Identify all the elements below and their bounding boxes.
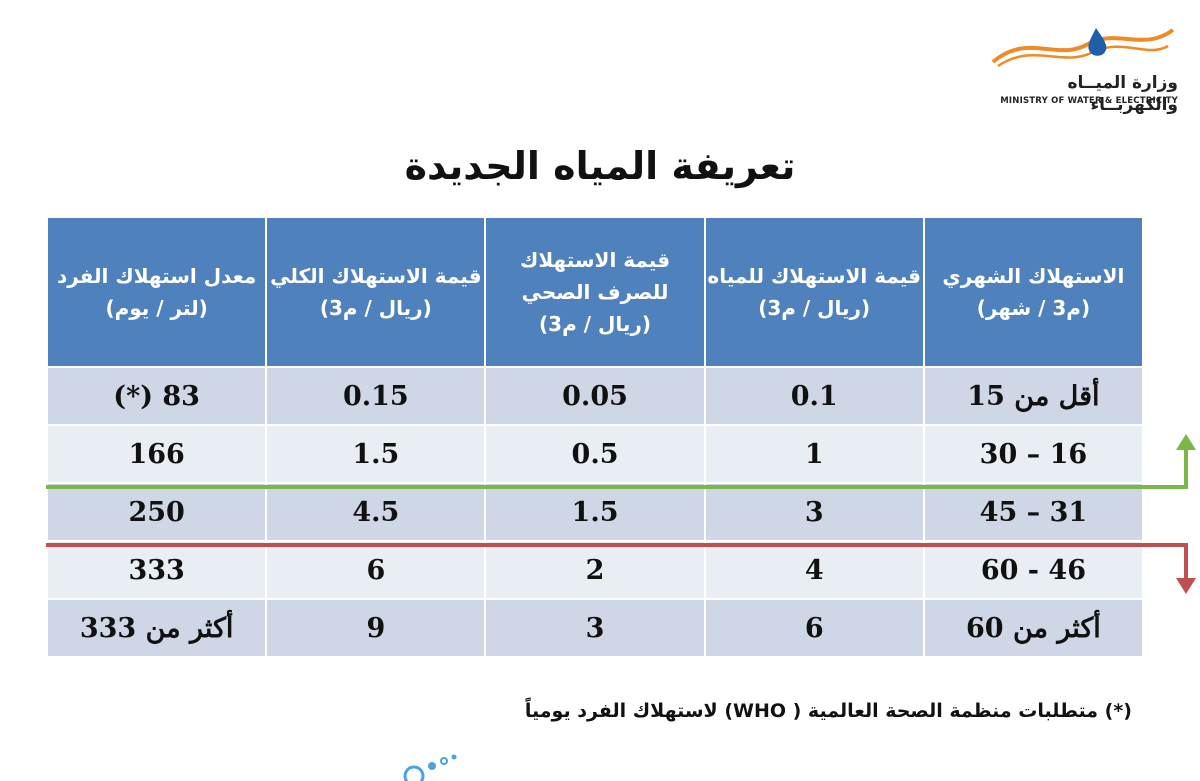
cell-per-capita: 166 (45, 424, 268, 484)
water-bubbles-icon (403, 754, 457, 781)
cell-consumption-range: أقل من 15 (922, 366, 1145, 426)
cell-consumption-range: أكثر من 60 (922, 598, 1145, 658)
water-drop-wave-icon (991, 28, 1175, 68)
header-total-charge: قيمة الاستهلاك الكلي (ريال / م3) (265, 216, 487, 368)
cell-per-capita: 250 (45, 482, 268, 542)
cell-per-capita: 333 (45, 540, 268, 600)
logo-english-name: MINISTRY OF WATER & ELECTRICITY (1000, 96, 1178, 106)
header-label: قيمة الاستهلاك الكلي (270, 264, 482, 288)
cell-water-charge: 6 (703, 598, 925, 658)
cell-sewage-charge: 0.5 (484, 424, 706, 484)
arrow-down-icon (1176, 578, 1196, 594)
cell-consumption-range: 31 – 45 (922, 482, 1145, 542)
header-sewage-charge: قيمة الاستهلاك للصرف الصحي (ريال / م3) (484, 216, 706, 368)
arrow-up-icon (1176, 434, 1196, 450)
cell-total-charge: 4.5 (265, 482, 487, 542)
who-footnote: (*) متطلبات منظمة الصحة العالمية ( WHO) … (524, 700, 1132, 722)
cell-sewage-charge: 3 (484, 598, 706, 658)
table-row: 16 – 30 1 0.5 1.5 166 (45, 424, 1145, 484)
header-unit: (لتر / يوم) (105, 296, 208, 320)
cell-per-capita: 83 (*) (45, 366, 268, 426)
header-water-charge: قيمة الاستهلاك للمياه (ريال / م3) (703, 216, 925, 368)
header-label: قيمة الاستهلاك للمياه (707, 264, 922, 288)
page-title: تعريفة المياه الجديدة (404, 144, 796, 188)
header-monthly-consumption: الاستهلاك الشهري (م3 / شهر) (922, 216, 1145, 368)
table-row: أقل من 15 0.1 0.05 0.15 83 (*) (45, 366, 1145, 426)
table-row: 46 - 60 4 2 6 333 (45, 540, 1145, 600)
logo-arabic-name: وزارة الميــاه والكهربــاء (1067, 73, 1178, 115)
cell-consumption-range: 16 – 30 (922, 424, 1145, 484)
header-label: معدل استهلاك الفرد (56, 264, 257, 288)
cell-total-charge: 9 (265, 598, 487, 658)
table-row: أكثر من 60 6 3 9 أكثر من 333 (45, 598, 1145, 658)
table-row: 31 – 45 3 1.5 4.5 250 (45, 482, 1145, 542)
cell-per-capita: أكثر من 333 (45, 598, 268, 658)
header-label: الاستهلاك الشهري (942, 264, 1125, 288)
header-per-capita-consumption: معدل استهلاك الفرد (لتر / يوم) (45, 216, 268, 368)
ministry-logo: وزارة الميــاه والكهربــاء MINISTRY OF W… (978, 22, 1178, 115)
cell-water-charge: 0.1 (703, 366, 925, 426)
header-unit: (ريال / م3) (539, 312, 652, 336)
cell-sewage-charge: 2 (484, 540, 706, 600)
cell-total-charge: 0.15 (265, 366, 487, 426)
header-label: قيمة الاستهلاك للصرف الصحي (520, 248, 671, 304)
cell-total-charge: 6 (265, 540, 487, 600)
cell-total-charge: 1.5 (265, 424, 487, 484)
cell-water-charge: 3 (703, 482, 925, 542)
cell-sewage-charge: 0.05 (484, 366, 706, 426)
tariff-table: الاستهلاك الشهري (م3 / شهر) قيمة الاستهل… (45, 216, 1145, 658)
cell-sewage-charge: 1.5 (484, 482, 706, 542)
cell-water-charge: 1 (703, 424, 925, 484)
header-unit: (ريال / م3) (319, 296, 432, 320)
header-unit: (ريال / م3) (758, 296, 871, 320)
cell-water-charge: 4 (703, 540, 925, 600)
cell-consumption-range: 46 - 60 (922, 540, 1145, 600)
table-header-row: الاستهلاك الشهري (م3 / شهر) قيمة الاستهل… (45, 216, 1145, 368)
header-unit: (م3 / شهر) (976, 296, 1091, 320)
